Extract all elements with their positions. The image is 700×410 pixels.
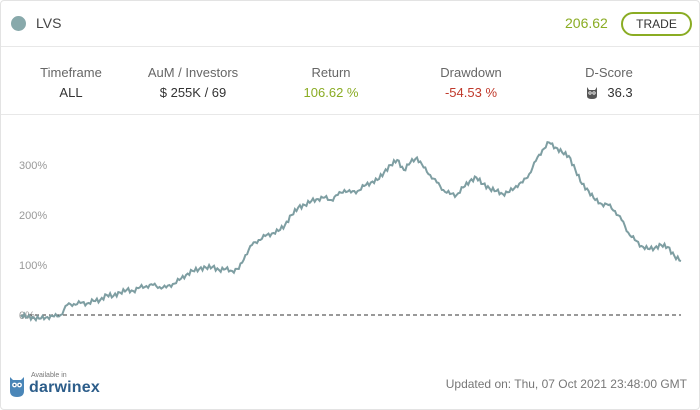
y-axis: 0%100%200%300% bbox=[19, 160, 47, 322]
owl-icon bbox=[10, 377, 24, 397]
updated-timestamp: Updated on: Thu, 07 Oct 2021 23:48:00 GM… bbox=[445, 377, 687, 391]
stat-label: Return bbox=[311, 65, 351, 80]
stat-value: 106.62 % bbox=[303, 85, 359, 100]
stat-return: Return 106.62 % bbox=[261, 65, 401, 100]
stat-label: Timeframe bbox=[40, 65, 102, 80]
stat-aum-investors: AuM / Investors $ 255K / 69 bbox=[123, 65, 263, 100]
return-series-line bbox=[20, 141, 682, 323]
stat-value: $ 255K / 69 bbox=[159, 85, 227, 100]
stats-bar: Timeframe ALL AuM / Investors $ 255K / 6… bbox=[1, 47, 699, 115]
return-chart[interactable]: 0%100%200%300% bbox=[1, 115, 699, 365]
y-tick-label: 100% bbox=[19, 260, 47, 272]
dscore-value: 36.3 bbox=[607, 85, 633, 100]
stat-label: D-Score bbox=[585, 65, 633, 80]
y-tick-label: 300% bbox=[19, 160, 47, 172]
owl-icon bbox=[587, 86, 598, 99]
darwinex-logo[interactable] bbox=[9, 371, 129, 399]
widget-header: LVS 206.62 TRADE bbox=[1, 1, 699, 47]
available-in-label: Available in bbox=[31, 372, 67, 379]
darwin-symbol[interactable]: LVS bbox=[36, 15, 62, 31]
darwin-logo-icon bbox=[11, 16, 26, 31]
darwin-price: 206.62 bbox=[565, 15, 608, 31]
stat-value: 36.3 bbox=[539, 85, 679, 103]
brand-name[interactable]: darwinex bbox=[29, 379, 100, 396]
stat-timeframe: Timeframe ALL bbox=[1, 65, 141, 100]
trade-button[interactable]: TRADE bbox=[621, 12, 692, 36]
stat-label: AuM / Investors bbox=[147, 65, 239, 80]
stat-dscore: D-Score 36.3 bbox=[539, 65, 679, 103]
stat-value: -54.53 % bbox=[444, 85, 498, 100]
stat-drawdown: Drawdown -54.53 % bbox=[401, 65, 541, 100]
stat-value: ALL bbox=[59, 85, 83, 100]
y-tick-label: 200% bbox=[19, 210, 47, 222]
stat-label: Drawdown bbox=[440, 65, 502, 80]
